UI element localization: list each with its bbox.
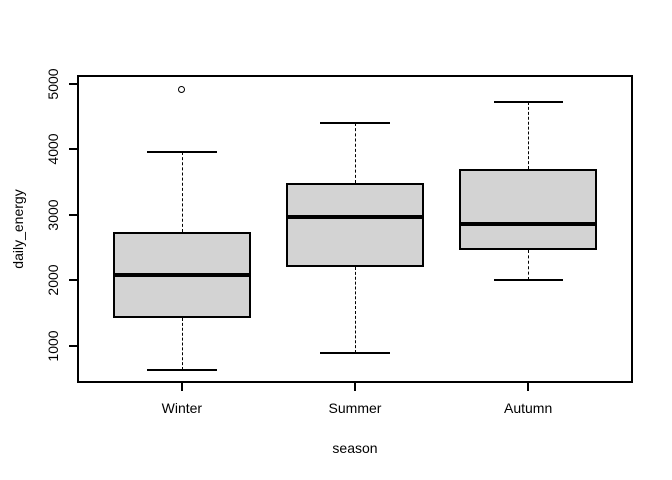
y-axis-tick-label: 5000	[45, 68, 61, 100]
iqr-box	[458, 169, 598, 250]
y-axis-tick-label: 3000	[45, 199, 61, 231]
median-line	[458, 222, 598, 227]
y-axis-tick-label: 1000	[45, 330, 61, 362]
y-axis-tick	[69, 279, 77, 282]
y-axis-tick	[69, 82, 77, 85]
upper-whisker	[355, 123, 356, 184]
x-axis-tick	[354, 383, 356, 391]
y-axis-tick	[69, 344, 77, 347]
y-axis-tick-label: 4000	[45, 133, 61, 165]
x-axis-category-label: Winter	[161, 400, 203, 416]
lower-whisker	[355, 266, 356, 354]
x-axis-label: season	[332, 440, 378, 456]
x-axis-tick	[527, 383, 530, 391]
y-axis-tick	[69, 148, 77, 151]
upper-whisker	[528, 101, 530, 170]
iqr-box	[285, 183, 425, 267]
y-axis-tick-label: 2000	[45, 264, 61, 296]
y-axis-label: daily_energy	[10, 189, 26, 269]
lower-whisker-cap	[493, 279, 563, 282]
lower-whisker	[181, 318, 183, 370]
upper-whisker	[181, 152, 183, 232]
lower-whisker-cap	[147, 368, 217, 371]
upper-whisker-cap	[320, 122, 390, 125]
upper-whisker-cap	[147, 151, 217, 153]
upper-whisker-cap	[493, 100, 563, 103]
median-line	[112, 273, 252, 278]
lower-whisker-cap	[320, 352, 390, 355]
x-axis-category-label: Autumn	[504, 400, 553, 416]
outlier-point	[178, 86, 186, 94]
y-axis-tick	[69, 213, 77, 216]
x-axis-category-label: Summer	[328, 400, 382, 416]
x-axis-tick	[180, 383, 183, 391]
median-line	[285, 214, 425, 219]
lower-whisker	[528, 249, 530, 281]
